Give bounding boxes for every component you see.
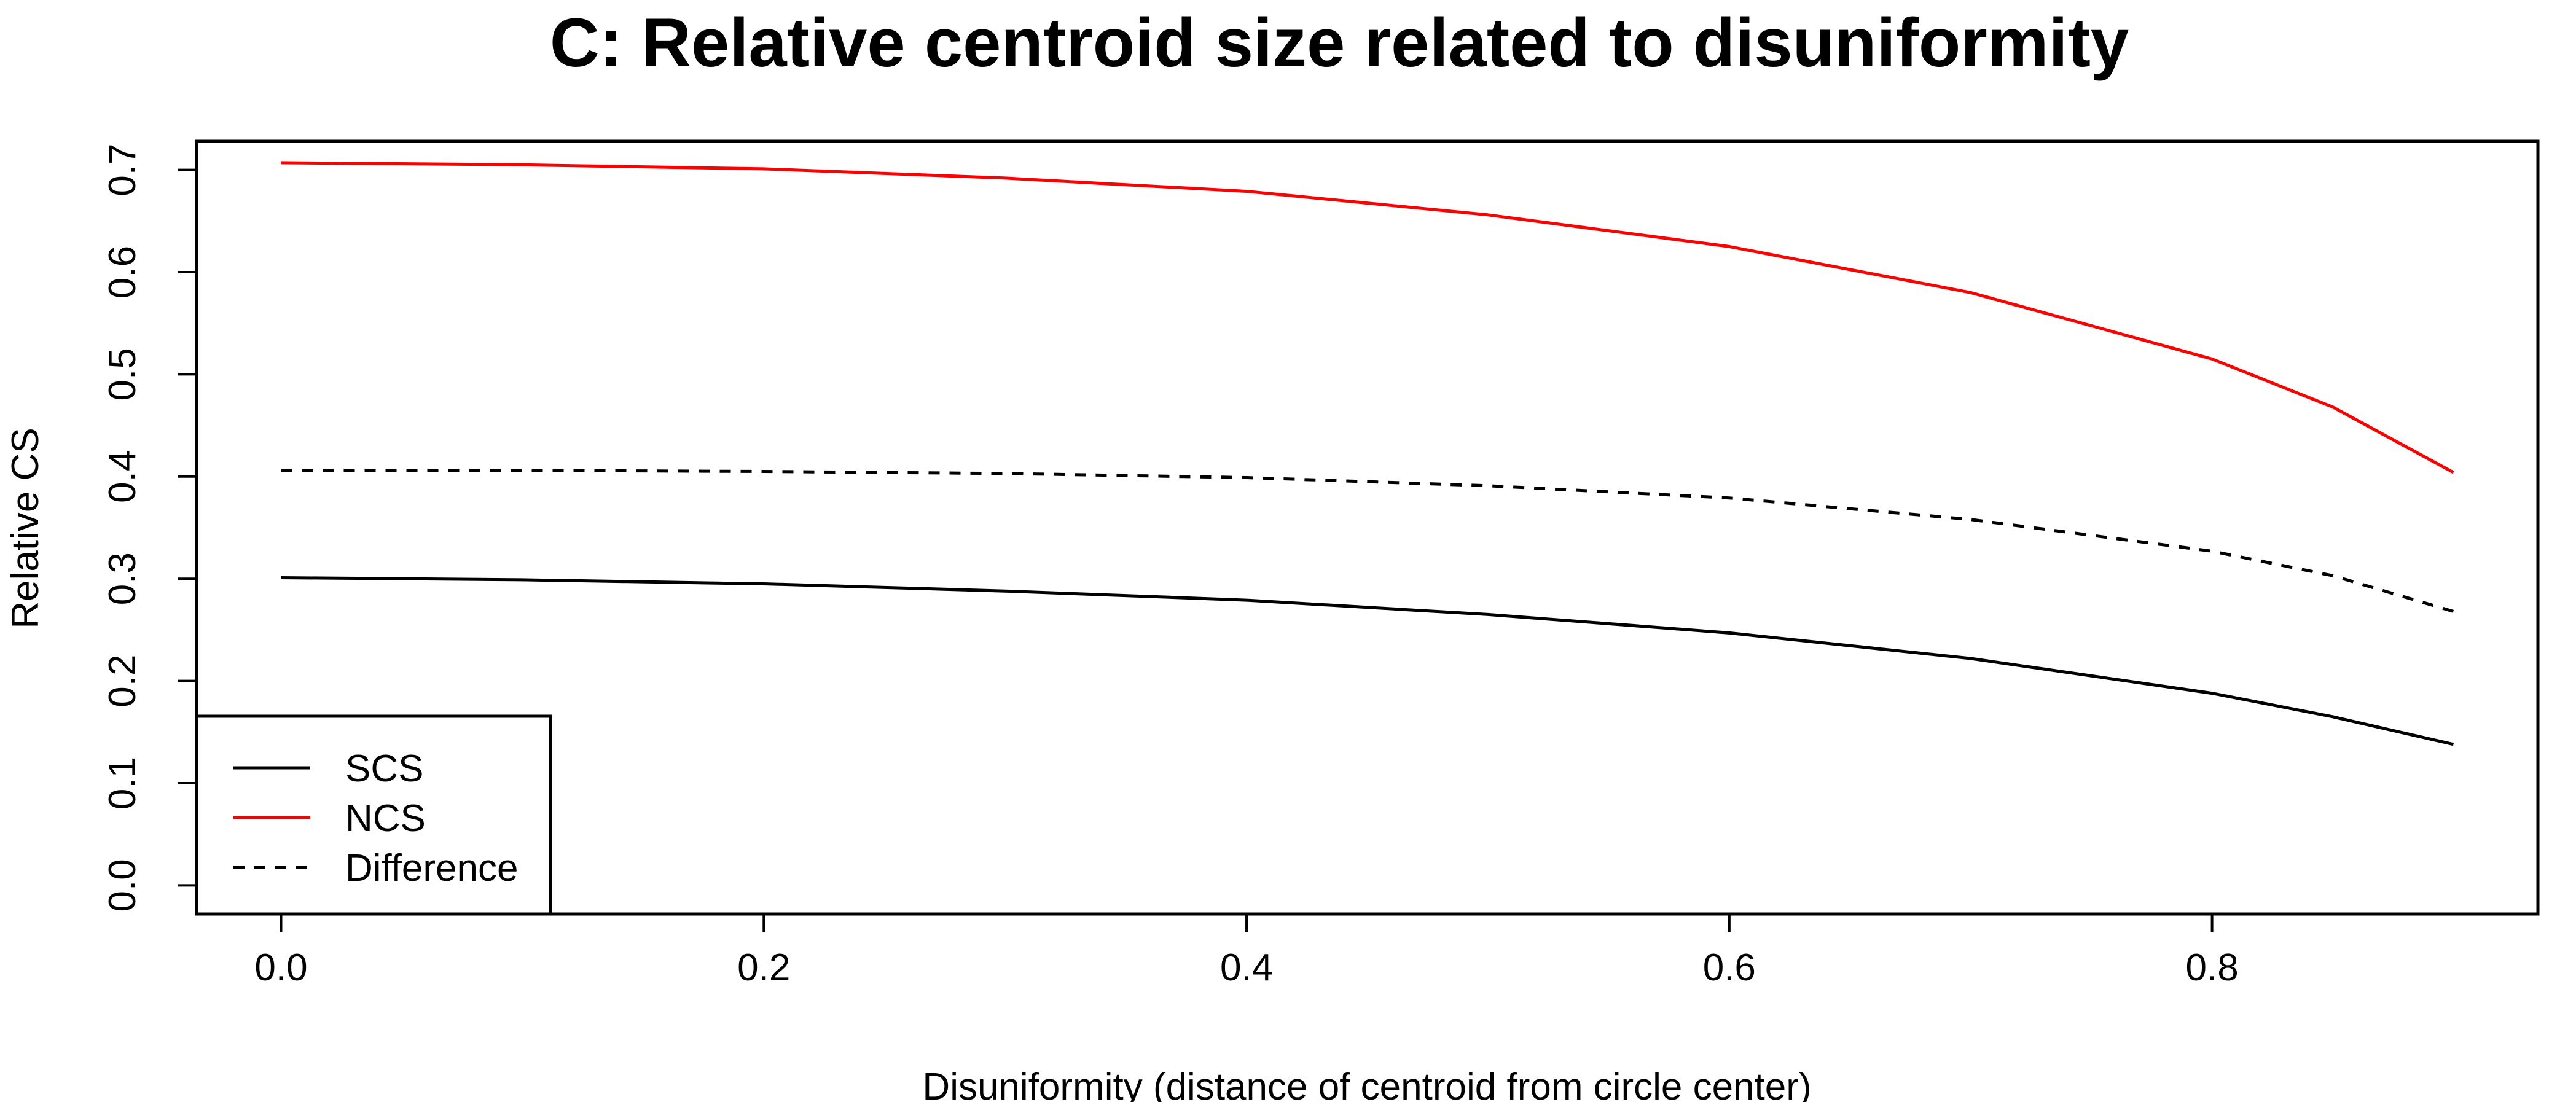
series-line-difference bbox=[281, 469, 2454, 613]
y-tick-label: 0.1 bbox=[101, 757, 144, 810]
x-axis-label: Disuniformity (distance of centroid from… bbox=[922, 1066, 1811, 1102]
y-tick-label: 0.0 bbox=[101, 859, 144, 912]
legend-label: NCS bbox=[345, 797, 426, 840]
x-tick-label: 0.0 bbox=[254, 947, 307, 989]
x-axis: 0.0 0.2 0.4 0.6 0.8 bbox=[254, 913, 2239, 989]
y-axis: 0.0 0.1 0.2 0.3 0.4 0.5 0.6 0.7 bbox=[101, 143, 198, 912]
y-tick-label: 0.6 bbox=[101, 246, 144, 299]
series-line-scs bbox=[281, 576, 2454, 746]
chart-title: C: Relative centroid size related to dis… bbox=[550, 4, 2129, 81]
legend-label: SCS bbox=[345, 748, 423, 790]
series-line-ncs bbox=[281, 161, 2454, 474]
x-tick-label: 0.4 bbox=[1220, 947, 1273, 989]
y-tick-label: 0.4 bbox=[101, 450, 144, 503]
y-axis-label: Relative CS bbox=[4, 428, 47, 628]
x-tick-label: 0.8 bbox=[2186, 947, 2239, 989]
y-tick-label: 0.5 bbox=[101, 348, 144, 401]
legend-box bbox=[195, 714, 552, 916]
y-tick-label: 0.2 bbox=[101, 655, 144, 708]
x-tick-label: 0.2 bbox=[737, 947, 790, 989]
series-layer bbox=[281, 161, 2454, 746]
y-tick-label: 0.7 bbox=[101, 143, 144, 196]
legend: SCS NCS Difference bbox=[195, 714, 552, 916]
legend-label: Difference bbox=[345, 847, 518, 889]
x-tick-label: 0.6 bbox=[1703, 947, 1756, 989]
y-tick-label: 0.3 bbox=[101, 552, 144, 605]
